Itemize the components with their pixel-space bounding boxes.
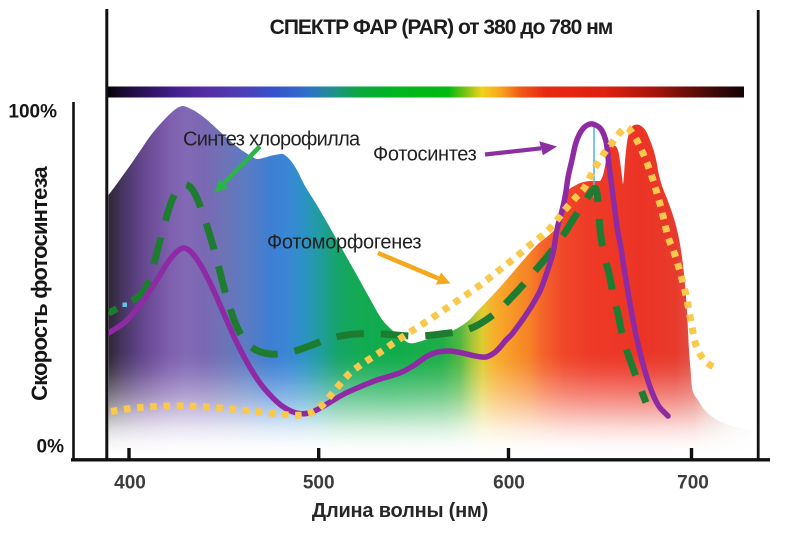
svg-text:600: 600 xyxy=(493,473,525,494)
svg-text:Синтез хлорофилла: Синтез хлорофилла xyxy=(183,128,361,150)
svg-text:Фотосинтез: Фотосинтез xyxy=(373,144,477,166)
svg-text:СПЕКТР ФАР (PAR) от 380 до 780: СПЕКТР ФАР (PAR) от 380 до 780 нм xyxy=(270,16,613,39)
svg-text:500: 500 xyxy=(303,473,335,494)
svg-text:Фотоморфогенез: Фотоморфогенез xyxy=(267,232,421,254)
svg-text:400: 400 xyxy=(114,473,146,494)
svg-text:0%: 0% xyxy=(37,437,65,458)
svg-text:Скорость фотосинтеза: Скорость фотосинтеза xyxy=(27,166,52,401)
svg-text:Длина волны (нм): Длина волны (нм) xyxy=(312,500,488,522)
svg-text:100%: 100% xyxy=(8,102,57,123)
svg-text:700: 700 xyxy=(677,473,709,494)
